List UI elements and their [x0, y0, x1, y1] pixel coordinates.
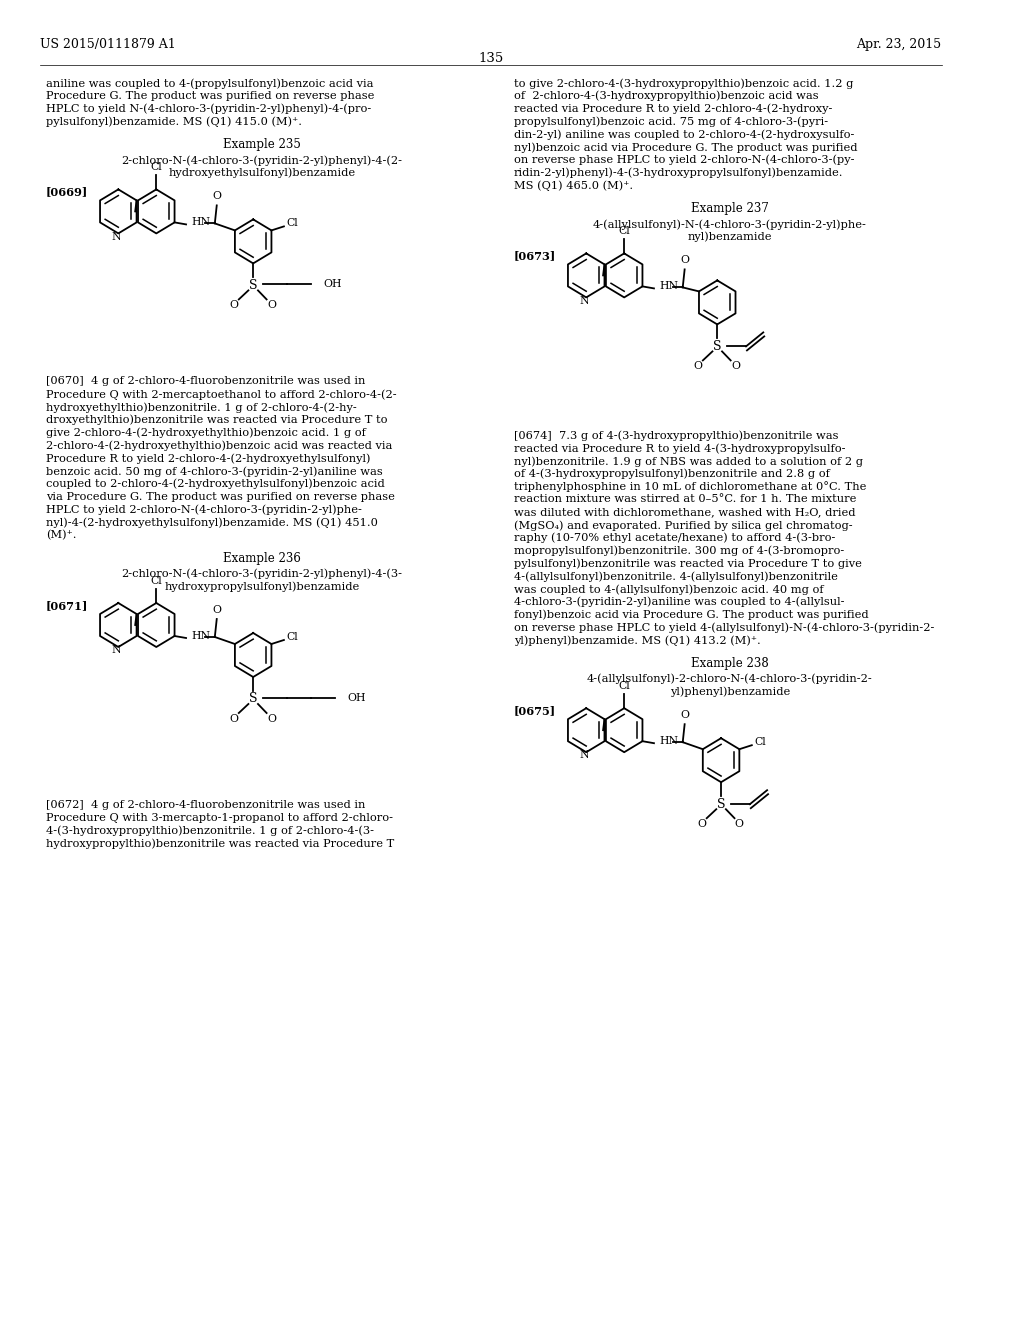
Text: N: N [112, 232, 121, 242]
Text: 4-(allylsulfonyl)-N-(4-chloro-3-(pyridin-2-yl)phe-: 4-(allylsulfonyl)-N-(4-chloro-3-(pyridin… [593, 219, 866, 230]
Text: reacted via Procedure R to yield 2-chloro-4-(2-hydroxy-: reacted via Procedure R to yield 2-chlor… [514, 103, 833, 114]
Text: din-2-yl) aniline was coupled to 2-chloro-4-(2-hydroxysulfo-: din-2-yl) aniline was coupled to 2-chlor… [514, 129, 854, 140]
Text: S: S [713, 341, 722, 352]
Text: O: O [212, 605, 221, 615]
Text: give 2-chloro-4-(2-hydroxyethylthio)benzoic acid. 1 g of: give 2-chloro-4-(2-hydroxyethylthio)benz… [46, 428, 366, 438]
Text: O: O [212, 191, 221, 202]
Text: O: O [680, 710, 689, 721]
Text: to give 2-chloro-4-(3-hydroxypropylthio)benzoic acid. 1.2 g: to give 2-chloro-4-(3-hydroxypropylthio)… [514, 78, 853, 88]
Text: US 2015/0111879 A1: US 2015/0111879 A1 [40, 38, 176, 51]
Text: S: S [249, 693, 257, 705]
Text: S: S [717, 797, 725, 810]
Text: 4-chloro-3-(pyridin-2-yl)aniline was coupled to 4-(allylsul-: 4-chloro-3-(pyridin-2-yl)aniline was cou… [514, 597, 845, 607]
Text: triphenylphosphine in 10 mL of dichloromethane at 0°C. The: triphenylphosphine in 10 mL of dichlorom… [514, 482, 866, 492]
Text: via Procedure G. The product was purified on reverse phase: via Procedure G. The product was purifie… [46, 491, 395, 502]
Text: O: O [229, 301, 239, 310]
Text: benzoic acid. 50 mg of 4-chloro-3-(pyridin-2-yl)aniline was: benzoic acid. 50 mg of 4-chloro-3-(pyrid… [46, 466, 383, 477]
Text: O: O [731, 362, 740, 371]
Text: O: O [697, 820, 707, 829]
Text: hydroxypropylsulfonyl)benzamide: hydroxypropylsulfonyl)benzamide [164, 581, 359, 591]
Text: pylsulfonyl)benzonitrile was reacted via Procedure T to give: pylsulfonyl)benzonitrile was reacted via… [514, 558, 862, 569]
Text: nyl)benzonitrile. 1.9 g of NBS was added to a solution of 2 g: nyl)benzonitrile. 1.9 g of NBS was added… [514, 455, 863, 466]
Text: pylsulfonyl)benzamide. MS (Q1) 415.0 (M)⁺.: pylsulfonyl)benzamide. MS (Q1) 415.0 (M)… [46, 116, 302, 127]
Text: (MgSO₄) and evaporated. Purified by silica gel chromatog-: (MgSO₄) and evaporated. Purified by sili… [514, 520, 853, 531]
Text: fonyl)benzoic acid via Procedure G. The product was purified: fonyl)benzoic acid via Procedure G. The … [514, 610, 868, 620]
Text: nyl)benzoic acid via Procedure G. The product was purified: nyl)benzoic acid via Procedure G. The pr… [514, 143, 857, 153]
Text: aniline was coupled to 4-(propylsulfonyl)benzoic acid via: aniline was coupled to 4-(propylsulfonyl… [46, 78, 374, 88]
Text: mopropylsulfonyl)benzonitrile. 300 mg of 4-(3-bromopro-: mopropylsulfonyl)benzonitrile. 300 mg of… [514, 545, 844, 556]
Text: Procedure Q with 2-mercaptoethanol to afford 2-chloro-4-(2-: Procedure Q with 2-mercaptoethanol to af… [46, 389, 396, 400]
Text: O: O [693, 362, 702, 371]
Text: was coupled to 4-(allylsulfonyl)benzoic acid. 40 mg of: was coupled to 4-(allylsulfonyl)benzoic … [514, 583, 823, 594]
Text: O: O [735, 820, 743, 829]
Text: Example 236: Example 236 [223, 552, 301, 565]
Text: N: N [112, 645, 121, 655]
Text: HN: HN [659, 281, 679, 292]
Text: OH: OH [347, 693, 366, 704]
Text: [0672]  4 g of 2-chloro-4-fluorobenzonitrile was used in: [0672] 4 g of 2-chloro-4-fluorobenzonitr… [46, 800, 366, 810]
Text: 4-(allylsulfonyl)-2-chloro-N-(4-chloro-3-(pyridin-2-: 4-(allylsulfonyl)-2-chloro-N-(4-chloro-3… [587, 673, 872, 684]
Text: S: S [249, 279, 257, 292]
Text: Example 238: Example 238 [691, 657, 769, 671]
Text: droxyethylthio)benzonitrile was reacted via Procedure T to: droxyethylthio)benzonitrile was reacted … [46, 414, 387, 425]
Text: Cl: Cl [287, 218, 298, 228]
Text: Apr. 23, 2015: Apr. 23, 2015 [856, 38, 941, 51]
Text: Cl: Cl [287, 632, 298, 642]
Text: (M)⁺.: (M)⁺. [46, 531, 77, 540]
Text: Example 235: Example 235 [223, 139, 301, 152]
Text: O: O [680, 255, 689, 265]
Text: Cl: Cl [618, 227, 630, 236]
Text: hydroxyethylsulfonyl)benzamide: hydroxyethylsulfonyl)benzamide [168, 168, 355, 178]
Text: on reverse phase HPLC to yield 2-chloro-N-(4-chloro-3-(py-: on reverse phase HPLC to yield 2-chloro-… [514, 154, 854, 165]
Text: N: N [580, 751, 589, 760]
Text: was diluted with dichloromethane, washed with H₂O, dried: was diluted with dichloromethane, washed… [514, 507, 855, 517]
Text: O: O [229, 714, 239, 723]
Text: raphy (10-70% ethyl acetate/hexane) to afford 4-(3-bro-: raphy (10-70% ethyl acetate/hexane) to a… [514, 533, 836, 544]
Text: hydroxypropylthio)benzonitrile was reacted via Procedure T: hydroxypropylthio)benzonitrile was react… [46, 838, 394, 849]
Text: [0674]  7.3 g of 4-(3-hydroxypropylthio)benzonitrile was: [0674] 7.3 g of 4-(3-hydroxypropylthio)b… [514, 430, 839, 441]
Text: ridin-2-yl)phenyl)-4-(3-hydroxypropylsulfonyl)benzamide.: ridin-2-yl)phenyl)-4-(3-hydroxypropylsul… [514, 168, 844, 178]
Text: Example 237: Example 237 [691, 202, 769, 215]
Text: N: N [580, 296, 589, 306]
Text: Cl: Cl [151, 576, 162, 586]
Text: hydroxyethylthio)benzonitrile. 1 g of 2-chloro-4-(2-hy-: hydroxyethylthio)benzonitrile. 1 g of 2-… [46, 403, 356, 413]
Text: HN: HN [191, 218, 211, 227]
Text: Cl: Cl [618, 681, 630, 692]
Text: nyl)-4-(2-hydroxyethylsulfonyl)benzamide. MS (Q1) 451.0: nyl)-4-(2-hydroxyethylsulfonyl)benzamide… [46, 517, 378, 528]
Text: of  2-chloro-4-(3-hydroxypropylthio)benzoic acid was: of 2-chloro-4-(3-hydroxypropylthio)benzo… [514, 91, 818, 102]
Text: nyl)benzamide: nyl)benzamide [687, 232, 772, 243]
Text: coupled to 2-chloro-4-(2-hydroxyethylsulfonyl)benzoic acid: coupled to 2-chloro-4-(2-hydroxyethylsul… [46, 479, 385, 490]
Text: [0669]: [0669] [46, 186, 88, 198]
Text: on reverse phase HPLC to yield 4-(allylsulfonyl)-N-(4-chloro-3-(pyridin-2-: on reverse phase HPLC to yield 4-(allyls… [514, 623, 934, 634]
Text: reaction mixture was stirred at 0–5°C. for 1 h. The mixture: reaction mixture was stirred at 0–5°C. f… [514, 495, 856, 504]
Text: Procedure G. The product was purified on reverse phase: Procedure G. The product was purified on… [46, 91, 375, 100]
Text: [0670]  4 g of 2-chloro-4-fluorobenzonitrile was used in: [0670] 4 g of 2-chloro-4-fluorobenzonitr… [46, 376, 366, 387]
Text: HPLC to yield 2-chloro-N-(4-chloro-3-(pyridin-2-yl)phe-: HPLC to yield 2-chloro-N-(4-chloro-3-(py… [46, 504, 361, 515]
Text: reacted via Procedure R to yield 4-(3-hydroxypropylsulfo-: reacted via Procedure R to yield 4-(3-hy… [514, 444, 846, 454]
Text: MS (Q1) 465.0 (M)⁺.: MS (Q1) 465.0 (M)⁺. [514, 181, 633, 191]
Text: 4-(allylsulfonyl)benzonitrile. 4-(allylsulfonyl)benzonitrile: 4-(allylsulfonyl)benzonitrile. 4-(allyls… [514, 572, 838, 582]
Text: 2-chloro-4-(2-hydroxyethylthio)benzoic acid was reacted via: 2-chloro-4-(2-hydroxyethylthio)benzoic a… [46, 441, 392, 451]
Text: yl)phenyl)benzamide: yl)phenyl)benzamide [670, 686, 790, 697]
Text: 2-chloro-N-(4-chloro-3-(pyridin-2-yl)phenyl)-4-(2-: 2-chloro-N-(4-chloro-3-(pyridin-2-yl)phe… [121, 154, 402, 165]
Text: HN: HN [191, 631, 211, 642]
Text: Procedure R to yield 2-chloro-4-(2-hydroxyethylsulfonyl): Procedure R to yield 2-chloro-4-(2-hydro… [46, 453, 371, 463]
Text: [0673]: [0673] [514, 251, 556, 261]
Text: yl)phenyl)benzamide. MS (Q1) 413.2 (M)⁺.: yl)phenyl)benzamide. MS (Q1) 413.2 (M)⁺. [514, 635, 761, 645]
Text: [0671]: [0671] [46, 601, 88, 611]
Text: 135: 135 [478, 51, 504, 65]
Text: Procedure Q with 3-mercapto-1-propanol to afford 2-chloro-: Procedure Q with 3-mercapto-1-propanol t… [46, 813, 393, 822]
Text: Cl: Cl [151, 162, 162, 173]
Text: HN: HN [659, 737, 679, 746]
Text: of 4-(3-hydroxypropylsulfonyl)benzonitrile and 2.8 g of: of 4-(3-hydroxypropylsulfonyl)benzonitri… [514, 469, 829, 479]
Text: OH: OH [324, 280, 342, 289]
Text: propylsulfonyl)benzoic acid. 75 mg of 4-chloro-3-(pyri-: propylsulfonyl)benzoic acid. 75 mg of 4-… [514, 116, 828, 127]
Text: Cl: Cl [755, 737, 766, 747]
Text: [0675]: [0675] [514, 705, 556, 717]
Text: HPLC to yield N-(4-chloro-3-(pyridin-2-yl)phenyl)-4-(pro-: HPLC to yield N-(4-chloro-3-(pyridin-2-y… [46, 103, 372, 114]
Text: 2-chloro-N-(4-chloro-3-(pyridin-2-yl)phenyl)-4-(3-: 2-chloro-N-(4-chloro-3-(pyridin-2-yl)phe… [121, 569, 402, 579]
Text: O: O [267, 714, 275, 723]
Text: O: O [267, 301, 275, 310]
Text: 4-(3-hydroxypropylthio)benzonitrile. 1 g of 2-chloro-4-(3-: 4-(3-hydroxypropylthio)benzonitrile. 1 g… [46, 825, 374, 836]
